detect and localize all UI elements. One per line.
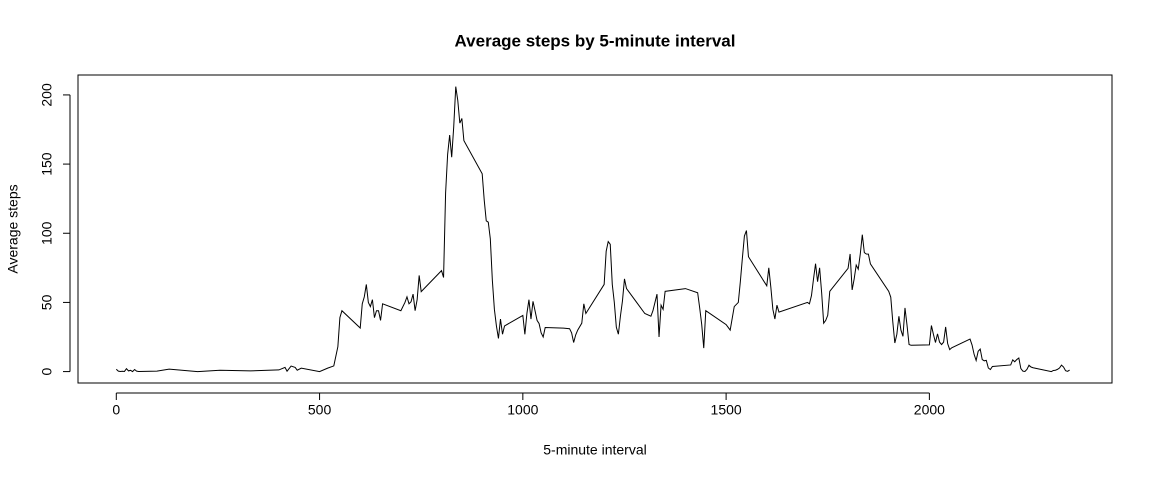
y-tick-label: 0 xyxy=(39,367,55,375)
y-tick-label: 150 xyxy=(39,152,55,176)
x-tick-label: 500 xyxy=(308,402,332,418)
x-axis-label: 5-minute interval xyxy=(543,442,647,458)
x-tick-label: 0 xyxy=(112,402,120,418)
y-tick-label: 200 xyxy=(39,83,55,107)
x-tick-label: 2000 xyxy=(914,402,945,418)
y-tick-label: 100 xyxy=(39,221,55,245)
x-tick-label: 1500 xyxy=(711,402,742,418)
chart-title: Average steps by 5-minute interval xyxy=(455,31,736,50)
plot-box xyxy=(77,74,1113,384)
y-tick-label: 50 xyxy=(39,294,55,310)
x-tick-label: 1000 xyxy=(507,402,538,418)
y-axis-label: Average steps xyxy=(5,184,21,273)
line-series xyxy=(115,86,1070,373)
